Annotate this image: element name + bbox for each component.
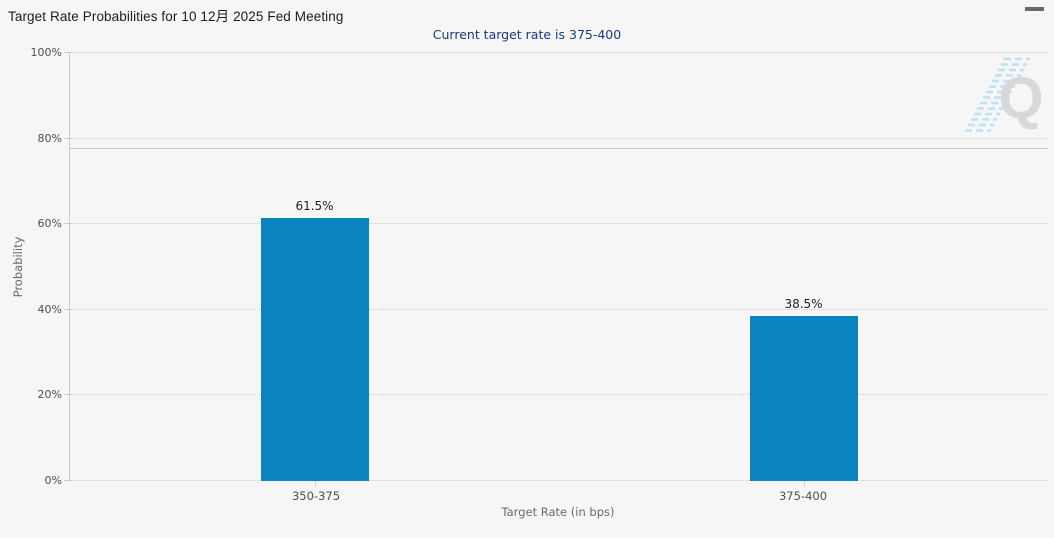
y-axis-tick (64, 137, 70, 139)
bar-group-375-400: 38.5% (749, 297, 858, 481)
y-axis-label: 80% (37, 131, 62, 145)
x-axis-title: Target Rate (in bps) (501, 505, 615, 519)
bar-375-400[interactable] (749, 316, 858, 481)
y-axis-label: 0% (44, 474, 62, 487)
y-axis-tick (64, 52, 70, 53)
gridline-60 (70, 223, 1048, 225)
gridline-80 (70, 137, 1048, 139)
chart-subtitle: Current target rate is 375-400 (432, 27, 622, 42)
bar-350-375[interactable] (260, 217, 369, 481)
y-axis-label: 60% (37, 217, 62, 231)
x-axis-label: 350-375 (291, 489, 341, 503)
bar-group-350-375: 61.5% (260, 199, 369, 481)
y-axis-tick (64, 308, 70, 310)
x-axis-tick (314, 481, 316, 486)
y-axis-tick (64, 223, 70, 225)
x-axis-tick (803, 481, 805, 486)
bar-value-label: 61.5% (295, 198, 334, 213)
y-axis-title: Probability (11, 236, 25, 298)
x-axis-label: 375-400 (778, 489, 828, 503)
y-axis-tick (64, 480, 70, 481)
y-axis-labels: 0% 20% 40% 60% 80% 100% (0, 47, 62, 487)
chart-context-menu-button[interactable] (1025, 7, 1047, 25)
bar-value-label: 38.5% (784, 297, 823, 312)
y-axis-tick (64, 394, 70, 396)
plot-line (70, 148, 1048, 150)
gridline-100 (70, 52, 1048, 53)
y-axis-label: 40% (37, 302, 62, 316)
y-axis-label: 100% (30, 46, 62, 59)
gridline-40 (70, 308, 1048, 310)
gridline-20 (70, 394, 1048, 396)
chart-title: Target Rate Probabilities for 10 12月 202… (8, 9, 344, 24)
plot-area: 61.5% 38.5% (64, 52, 1048, 486)
y-axis-label: 20% (37, 388, 62, 402)
gridline-0 (70, 480, 1048, 481)
